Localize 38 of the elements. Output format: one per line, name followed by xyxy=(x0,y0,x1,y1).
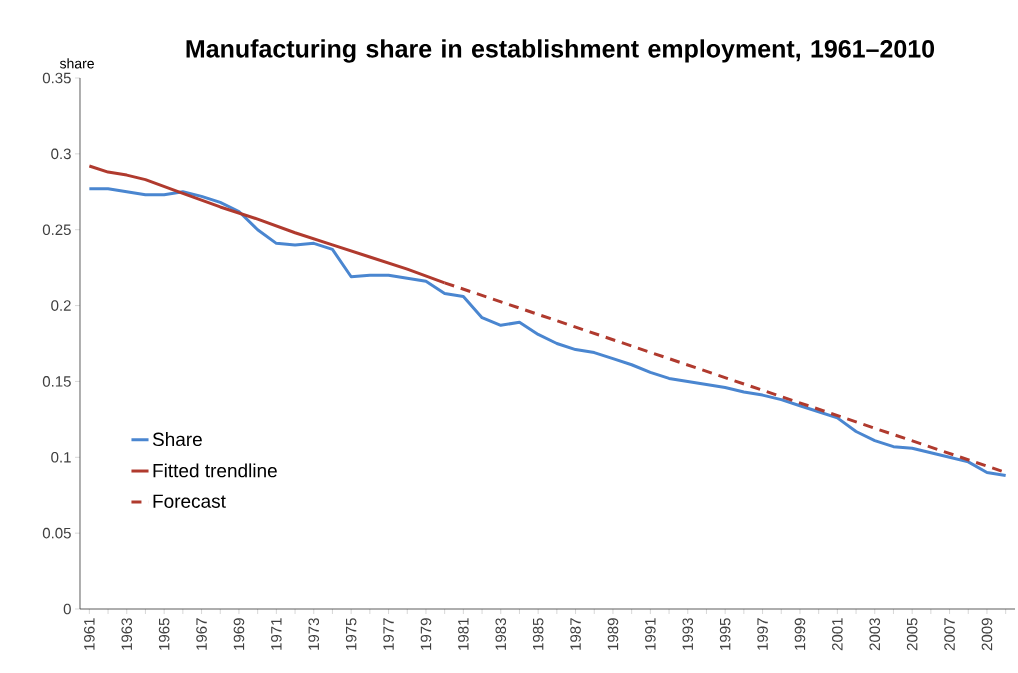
x-tick-label: 1991 xyxy=(645,618,656,650)
x-tick-label: 1981 xyxy=(458,618,469,650)
x-tick-label: 1971 xyxy=(271,618,282,650)
x-tick-label: 1963 xyxy=(121,618,133,650)
chart-title: Manufacturing share in establishment employment, 1961–2010 xyxy=(186,39,935,63)
y-tick-label: 0.1 xyxy=(51,451,71,463)
y-tick-label: 0.05 xyxy=(42,527,71,539)
x-tick-label: 2001 xyxy=(832,618,843,651)
y-axis-title: share xyxy=(59,58,94,69)
y-tick-label: 0 xyxy=(63,603,71,615)
x-tick-label: 1999 xyxy=(794,618,806,650)
x-tick-label: 1985 xyxy=(532,618,544,650)
legend-label: Share xyxy=(152,432,202,447)
y-tick-label: 0.2 xyxy=(51,300,71,311)
x-tick-label: 1997 xyxy=(757,618,768,650)
x-tick-label: 1995 xyxy=(719,618,731,650)
y-tick-label: 0.35 xyxy=(42,72,71,84)
x-tick-label: 1969 xyxy=(233,618,245,650)
legend-label: Forecast xyxy=(153,494,226,508)
x-tick-label: 1979 xyxy=(420,618,432,650)
x-tick-label: 1961 xyxy=(84,618,95,650)
x-tick-label: 2005 xyxy=(906,618,918,651)
x-tick-label: 1973 xyxy=(308,618,320,650)
y-tick-label: 0.15 xyxy=(42,376,71,387)
x-tick-label: 1967 xyxy=(196,618,207,650)
x-tick-label: 1965 xyxy=(158,618,170,650)
x-tick-label: 2003 xyxy=(869,618,881,651)
x-tick-label: 2007 xyxy=(944,618,955,651)
x-tick-label: 1977 xyxy=(383,618,394,650)
x-tick-label: 1989 xyxy=(607,618,619,650)
x-tick-label: 1983 xyxy=(495,618,507,650)
x-tick-label: 2009 xyxy=(981,618,993,651)
x-tick-label: 1975 xyxy=(345,618,357,650)
legend-label: Fitted trendline xyxy=(153,463,277,478)
x-tick-label: 1993 xyxy=(682,618,694,650)
y-tick-label: 0.25 xyxy=(42,224,71,236)
y-tick-label: 0.3 xyxy=(51,148,71,160)
x-tick-label: 1987 xyxy=(570,618,581,650)
